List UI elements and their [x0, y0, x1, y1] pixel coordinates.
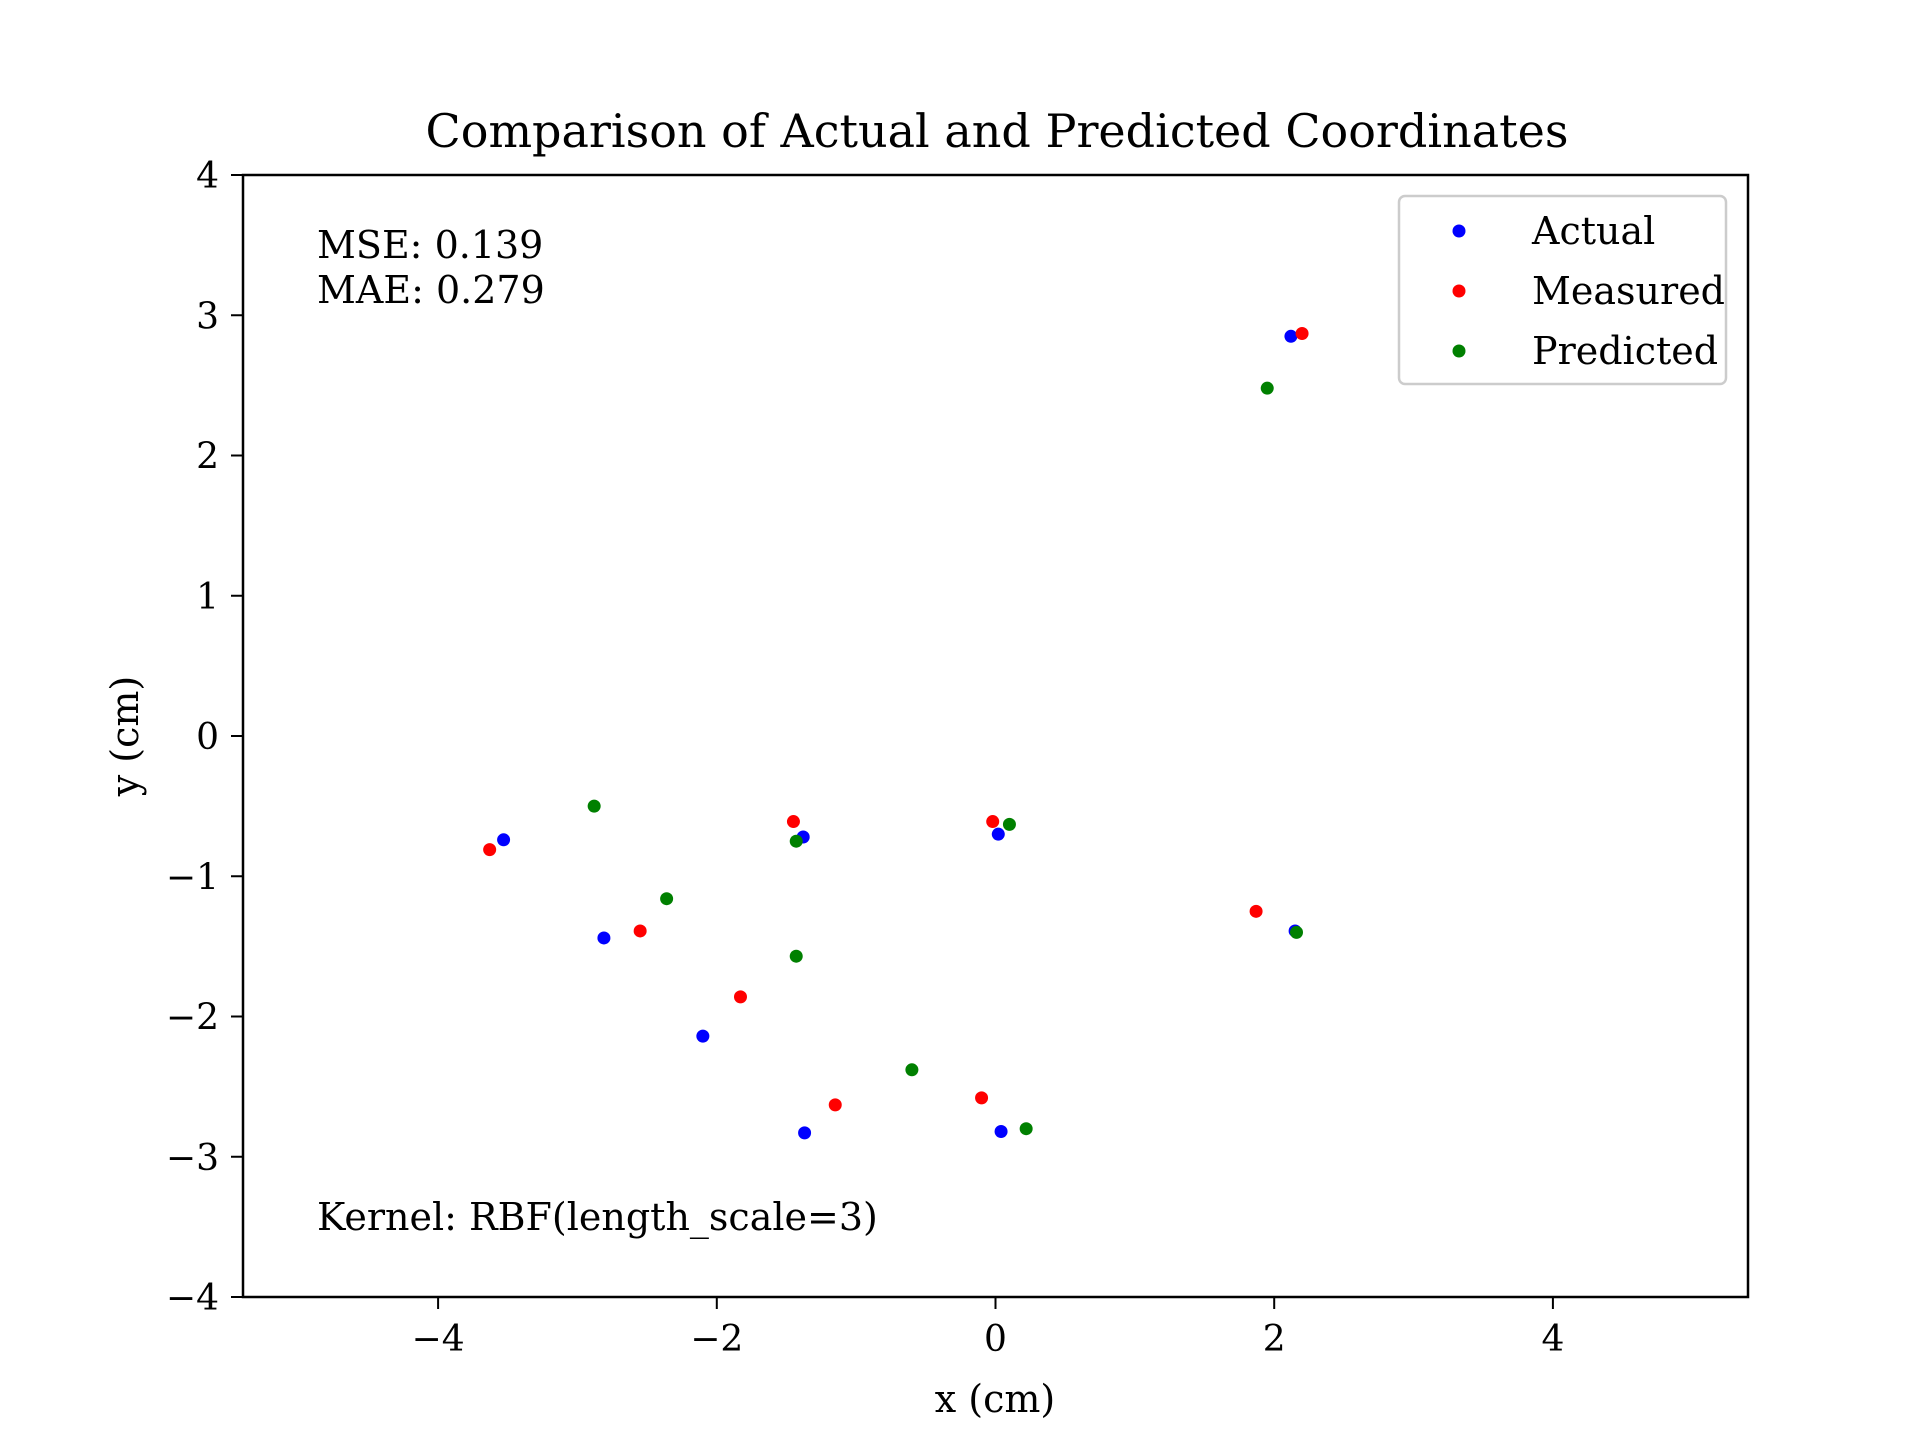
actual-point: [798, 1126, 812, 1140]
predicted-point: [1260, 381, 1274, 395]
y-tick-label: −2: [166, 998, 219, 1039]
mse-annotation: MSE: 0.139: [317, 223, 543, 267]
predicted-point: [660, 892, 674, 906]
y-tick-label: −4: [166, 1278, 219, 1319]
measured-point: [986, 815, 1000, 829]
mae-annotation: MAE: 0.279: [317, 268, 545, 312]
y-tick-label: 0: [196, 717, 219, 758]
data-points: [483, 326, 1309, 1140]
x-tick-label: 4: [1541, 1319, 1564, 1360]
actual-point: [597, 931, 611, 945]
actual-point: [994, 1125, 1008, 1139]
x-tick-label: 0: [984, 1319, 1007, 1360]
y-tick-label: −1: [166, 857, 219, 898]
legend: Actual Measured Predicted: [1397, 194, 1728, 386]
measured-point: [828, 1098, 842, 1112]
predicted-point: [789, 949, 803, 963]
legend-label-actual: Actual: [1531, 209, 1655, 253]
x-tick-label: −2: [690, 1319, 743, 1360]
legend-marker-predicted: [1452, 344, 1466, 358]
legend-box: [1397, 194, 1728, 386]
y-tick-label: 1: [196, 577, 219, 618]
measured-point: [786, 815, 800, 829]
legend-label-measured: Measured: [1532, 269, 1725, 313]
measured-point: [733, 990, 747, 1004]
legend-label-predicted: Predicted: [1532, 329, 1718, 373]
x-axis-label: x (cm): [935, 1377, 1055, 1421]
x-tick-label: −4: [412, 1319, 465, 1360]
predicted-point: [587, 799, 601, 813]
actual-point: [1284, 329, 1298, 343]
y-axis: −4 −3 −2 −1 0 1 2 3 4: [166, 156, 243, 1319]
x-axis: −4 −2 0 2 4: [412, 1297, 1564, 1360]
predicted-point: [1002, 817, 1016, 831]
x-tick-label: 2: [1263, 1319, 1286, 1360]
y-axis-label: y (cm): [103, 676, 147, 798]
predicted-point: [1019, 1122, 1033, 1136]
y-tick-label: 3: [196, 296, 219, 337]
measured-point: [1249, 904, 1263, 918]
chart-title: Comparison of Actual and Predicted Coord…: [426, 104, 1569, 158]
actual-point: [497, 833, 511, 847]
predicted-point: [1290, 925, 1303, 939]
legend-marker-measured: [1452, 284, 1466, 298]
kernel-annotation: Kernel: RBF(length_scale=3): [317, 1195, 878, 1240]
measured-point: [975, 1091, 989, 1105]
actual-point: [991, 827, 1005, 841]
y-tick-label: −3: [166, 1138, 219, 1179]
y-tick-label: 4: [196, 156, 219, 197]
predicted-point: [789, 834, 803, 848]
y-tick-label: 2: [196, 437, 219, 478]
measured-point: [633, 924, 647, 938]
predicted-point: [905, 1063, 919, 1077]
measured-point: [483, 843, 497, 857]
legend-marker-actual: [1452, 224, 1466, 238]
measured-point: [1295, 326, 1309, 340]
actual-point: [696, 1029, 710, 1043]
